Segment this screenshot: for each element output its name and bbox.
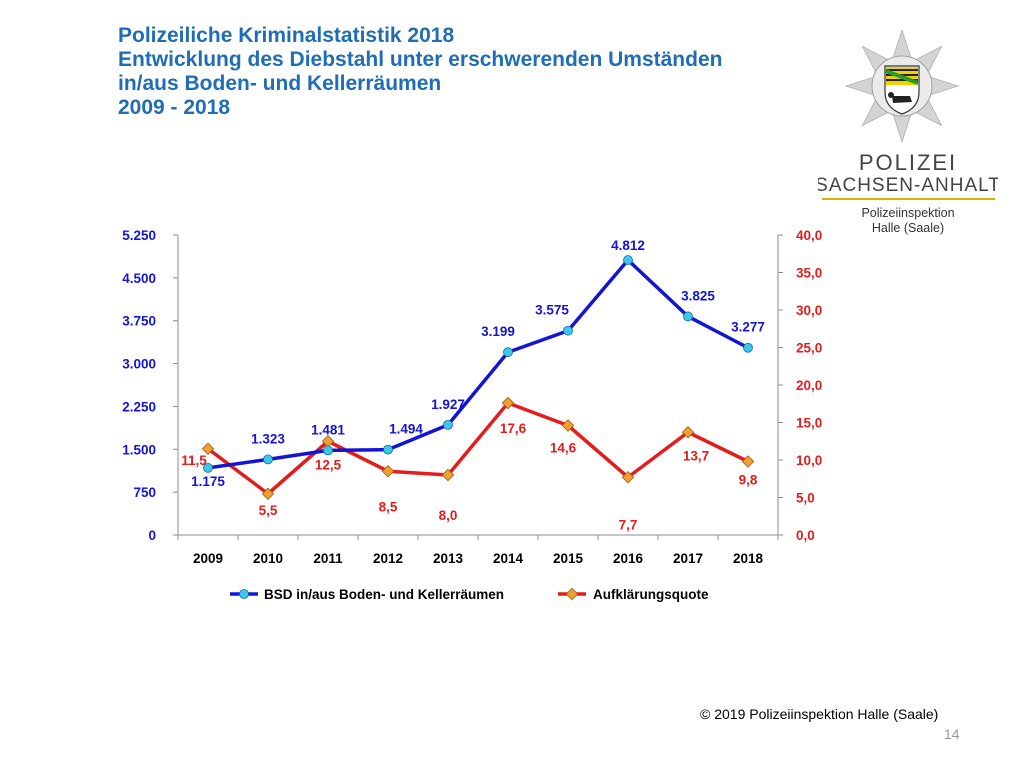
x-tick-label: 2009 — [193, 551, 223, 566]
series-markers — [201, 255, 755, 500]
data-label-aufklaerungsquote: 8,0 — [439, 508, 458, 523]
marker-bsd — [743, 342, 753, 353]
left-tick-label: 1.500 — [122, 442, 156, 457]
marker-aufklaerungsquote — [621, 471, 635, 484]
chart-legend: BSD in/aus Boden- und Kellerräumen Aufklä… — [230, 587, 709, 602]
left-tick-label: 0 — [148, 528, 156, 543]
marker-aufklaerungsquote — [441, 468, 455, 482]
title-line-4: 2009 - 2018 — [118, 96, 231, 119]
copyright-text: © 2019 Polizeiinspektion Halle (Saale) — [700, 706, 939, 722]
data-label-bsd: 4.812 — [611, 238, 645, 253]
legend-label-aufklaerungsquote: Aufklärungsquote — [593, 587, 709, 602]
marker-bsd — [323, 445, 333, 456]
data-label-bsd: 1.175 — [191, 474, 225, 489]
data-label-bsd: 1.494 — [389, 422, 423, 437]
right-tick-label: 30,0 — [796, 303, 822, 318]
x-tick-label: 2013 — [433, 551, 464, 566]
x-tick-label: 2012 — [373, 551, 403, 566]
marker-bsd — [623, 255, 633, 265]
data-label-bsd: 3.199 — [481, 324, 515, 339]
page-number: 14 — [944, 726, 960, 742]
x-tick-label: 2016 — [613, 551, 644, 566]
right-tick-label: 0,0 — [796, 528, 815, 543]
marker-bsd — [383, 444, 393, 455]
legend-marker-bsd — [239, 589, 249, 599]
data-label-bsd: 3.825 — [681, 288, 715, 303]
data-label-bsd: 1.481 — [311, 422, 345, 437]
chart-axes: 0 750 1.500 2.250 3.000 3.750 4.500 5.250 0,0 5,0… — [122, 228, 822, 566]
data-label-aufklaerungsquote: 14,6 — [550, 441, 577, 456]
polizei-logo: POLIZEI SACHSEN-ANHALT Polizeiinspektion… — [818, 28, 998, 235]
right-tick-label: 20,0 — [796, 378, 822, 393]
series-line-aufklaerungsquote — [206, 401, 749, 496]
slide-title: Polizeiliche Kriminalstatistik 2018 Entw… — [118, 24, 722, 120]
marker-aufklaerungsquote — [681, 426, 695, 439]
x-tick-label: 2010 — [253, 551, 283, 566]
marker-aufklaerungsquote — [321, 435, 335, 448]
logo-line-2: SACHSEN-ANHALT — [818, 175, 998, 196]
legend-label-bsd: BSD in/aus Boden- und Kellerräumen — [264, 587, 504, 602]
marker-bsd — [563, 325, 573, 336]
marker-aufklaerungsquote — [561, 419, 575, 432]
left-tick-label: 3.000 — [122, 357, 156, 372]
series-line-bsd — [207, 258, 749, 470]
left-tick-label: 750 — [133, 485, 156, 500]
right-tick-label: 25,0 — [796, 341, 822, 356]
marker-bsd — [263, 454, 273, 465]
data-label-aufklaerungsquote: 5,5 — [259, 503, 278, 518]
marker-aufklaerungsquote — [261, 487, 275, 500]
x-tick-label: 2011 — [313, 551, 343, 566]
left-tick-label: 2.250 — [122, 399, 156, 414]
marker-aufklaerungsquote — [381, 465, 395, 478]
data-label-aufklaerungsquote: 17,6 — [500, 421, 527, 436]
right-tick-label: 15,0 — [796, 416, 822, 431]
right-tick-label: 5,0 — [796, 491, 815, 506]
logo-sub-2: Halle (Saale) — [872, 221, 944, 235]
marker-aufklaerungsquote — [501, 396, 515, 410]
title-line-2: Entwicklung des Diebstahl unter erschwer… — [118, 48, 723, 71]
right-tick-label: 35,0 — [796, 266, 822, 281]
x-tick-label: 2017 — [673, 551, 703, 566]
logo-line-1: POLIZEI — [859, 150, 957, 175]
marker-aufklaerungsquote — [741, 455, 755, 468]
marker-bsd — [683, 311, 693, 322]
data-label-aufklaerungsquote: 13,7 — [683, 448, 709, 463]
left-tick-label: 3.750 — [122, 314, 156, 329]
data-label-aufklaerungsquote: 7,7 — [619, 517, 638, 532]
logo-sub-1: Polizeiinspektion — [861, 206, 954, 220]
x-tick-label: 2018 — [733, 551, 764, 566]
left-tick-label: 4.500 — [122, 271, 156, 286]
title-line-3: in/aus Boden- und Kellerräumen — [118, 72, 442, 95]
marker-aufklaerungsquote — [201, 442, 215, 455]
data-label-bsd: 1.927 — [431, 397, 465, 412]
title-line-1: Polizeiliche Kriminalstatistik 2018 — [118, 24, 455, 47]
police-star-icon — [844, 28, 960, 144]
x-tick-label: 2014 — [493, 551, 524, 566]
legend-marker-aufklaerungsquote — [565, 587, 579, 601]
data-labels: 1.175 1.323 1.481 1.494 1.927 3.199 3.575 4.812… — [181, 238, 765, 532]
data-label-bsd: 1.323 — [251, 431, 285, 446]
left-tick-label: 5.250 — [122, 228, 156, 243]
marker-bsd — [203, 462, 213, 473]
marker-bsd — [443, 419, 453, 430]
x-tick-label: 2015 — [553, 551, 584, 566]
data-label-aufklaerungsquote: 12,5 — [315, 457, 342, 472]
data-label-aufklaerungsquote: 9,8 — [739, 473, 758, 488]
right-tick-label: 10,0 — [796, 453, 822, 468]
data-label-aufklaerungsquote: 11,5 — [181, 453, 207, 468]
data-label-bsd: 3.575 — [535, 303, 569, 318]
series-lines — [206, 258, 749, 496]
marker-bsd — [503, 347, 513, 358]
right-tick-label: 40,0 — [796, 228, 822, 243]
data-label-bsd: 3.277 — [731, 320, 765, 335]
data-label-aufklaerungsquote: 8,5 — [379, 499, 398, 514]
